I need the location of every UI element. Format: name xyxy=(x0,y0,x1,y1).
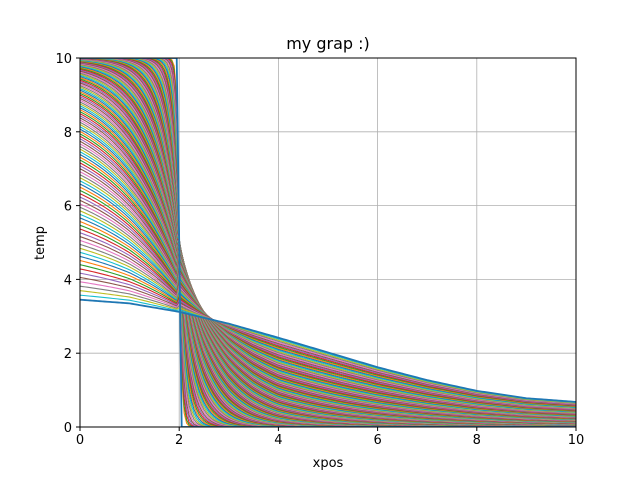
series-line xyxy=(80,58,576,427)
series-line xyxy=(80,232,576,411)
series-line xyxy=(80,210,576,414)
plot-frame xyxy=(79,57,577,428)
series-line xyxy=(80,247,576,409)
series-line xyxy=(80,228,576,411)
series-line xyxy=(80,251,576,409)
y-tick-label: 4 xyxy=(64,273,72,288)
x-tick-label: 0 xyxy=(76,433,84,448)
series-line xyxy=(80,213,576,413)
initial-condition-line xyxy=(80,58,576,427)
series-line xyxy=(80,264,576,407)
series-line xyxy=(80,268,576,407)
series-line xyxy=(80,224,576,412)
x-tick-label: 4 xyxy=(274,433,282,448)
series-line xyxy=(80,58,576,427)
series-line xyxy=(80,281,576,405)
series-line xyxy=(80,221,576,412)
series-line xyxy=(80,243,576,409)
x-tick-label: 10 xyxy=(568,433,585,448)
y-tick-label: 0 xyxy=(64,421,72,436)
series-line xyxy=(80,255,576,408)
series-line xyxy=(80,58,576,427)
series-line xyxy=(80,276,576,406)
series-line xyxy=(80,236,576,410)
series-line xyxy=(80,290,576,404)
y-tick-label: 6 xyxy=(64,200,72,215)
axes xyxy=(79,57,577,428)
x-tick-label: 2 xyxy=(175,433,183,448)
series-line xyxy=(80,217,576,413)
steady-state-line xyxy=(80,298,576,403)
x-tick-label: 8 xyxy=(473,433,481,448)
series-line xyxy=(80,58,576,427)
y-tick-label: 10 xyxy=(55,52,72,67)
series-line xyxy=(80,285,576,405)
series-line xyxy=(80,272,576,406)
y-tick-label: 2 xyxy=(64,347,72,362)
y-axis-label: temp xyxy=(33,226,48,260)
ticks: 0 2 4 6 8 10 0 2 4 6 8 10 xyxy=(55,52,584,448)
series-line xyxy=(80,58,576,427)
x-tick-label: 6 xyxy=(373,433,381,448)
series-line xyxy=(80,239,576,410)
series-line xyxy=(80,58,576,427)
x-axis-label: xpos xyxy=(313,456,344,471)
series-line xyxy=(80,58,576,427)
y-tick-label: 8 xyxy=(64,126,72,141)
chart-title: my grap :) xyxy=(286,34,370,53)
series-line xyxy=(80,259,576,408)
